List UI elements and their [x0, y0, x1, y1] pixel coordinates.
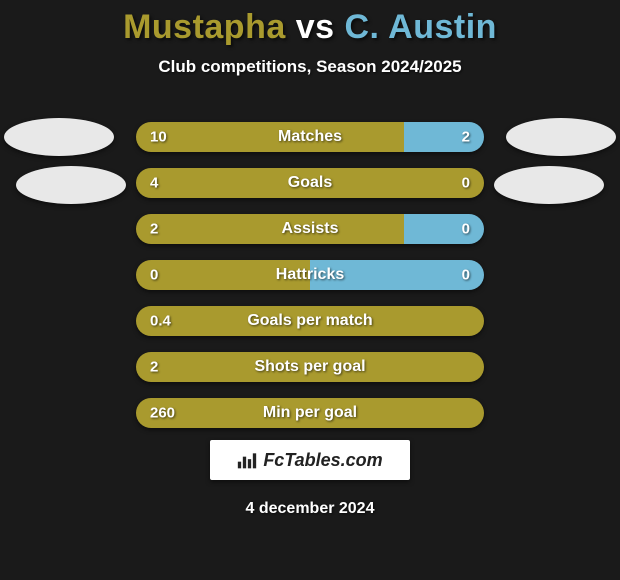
stat-label: Goals: [288, 174, 332, 192]
comparison-title: Mustapha vs C. Austin: [0, 0, 620, 47]
stat-value-left: 2: [150, 221, 158, 238]
stat-value-right: 2: [462, 129, 470, 146]
stat-value-left: 2: [150, 359, 158, 376]
stat-value-left: 0.4: [150, 313, 171, 330]
avatar-left-2: [16, 166, 126, 204]
subtitle: Club competitions, Season 2024/2025: [0, 57, 620, 77]
stat-row: 2 0 Assists: [136, 214, 484, 244]
stat-seg-left: [136, 214, 404, 244]
stat-label: Assists: [282, 220, 339, 238]
stat-label: Matches: [278, 128, 342, 146]
stat-row: 10 2 Matches: [136, 122, 484, 152]
stat-seg-right: [404, 214, 484, 244]
date-text: 4 december 2024: [0, 500, 620, 518]
stat-row: 260 Min per goal: [136, 398, 484, 428]
stat-label: Shots per goal: [254, 358, 365, 376]
stat-value-left: 260: [150, 405, 175, 422]
stat-row: 0 0 Hattricks: [136, 260, 484, 290]
stat-row: 4 0 Goals: [136, 168, 484, 198]
stat-value-right: 0: [462, 175, 470, 192]
chart-icon: [237, 451, 257, 469]
stat-value-right: 0: [462, 221, 470, 238]
stat-row: 0.4 Goals per match: [136, 306, 484, 336]
stat-label: Hattricks: [276, 266, 344, 284]
stat-value-left: 0: [150, 267, 158, 284]
stat-label: Min per goal: [263, 404, 357, 422]
stat-value-right: 0: [462, 267, 470, 284]
avatar-left-1: [4, 118, 114, 156]
avatar-right-1: [506, 118, 616, 156]
avatar-right-2: [494, 166, 604, 204]
stat-label: Goals per match: [247, 312, 372, 330]
footer-badge[interactable]: FcTables.com: [210, 440, 410, 480]
stat-bars: 10 2 Matches 4 0 Goals 2 0 Assists 0 0 Hattricks 0.4…: [136, 122, 484, 444]
stat-row: 2 Shots per goal: [136, 352, 484, 382]
title-vs: vs: [296, 8, 335, 46]
stat-value-left: 10: [150, 129, 167, 146]
stat-value-left: 4: [150, 175, 158, 192]
stat-seg-right: [404, 122, 484, 152]
title-player2: C. Austin: [344, 8, 496, 46]
stat-seg-left: [136, 122, 404, 152]
brand-text: FcTables.com: [263, 450, 382, 471]
title-player1: Mustapha: [123, 8, 286, 46]
